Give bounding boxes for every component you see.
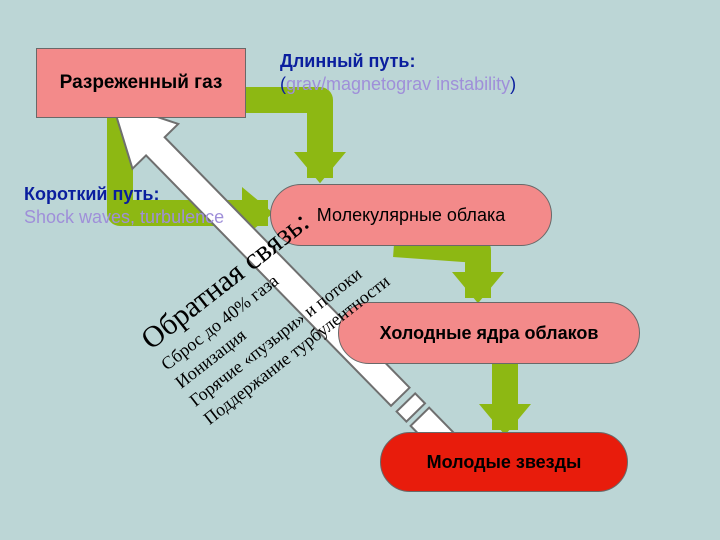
annotation-detail: (grav/magnetograv instability): [280, 73, 516, 96]
diagram-stage: Разреженный газ Молекулярные облака Холо…: [0, 0, 720, 540]
annotation-long-path: Длинный путь: (grav/magnetograv instabil…: [280, 50, 516, 95]
node-label: Молодые звезды: [427, 452, 582, 473]
node-young-stars: Молодые звезды: [380, 432, 628, 492]
annotation-detail: Shock waves, turbulence: [24, 206, 224, 229]
annotation-short-path: Короткий путь: Shock waves, turbulence: [24, 183, 224, 228]
node-label: Разреженный газ: [60, 72, 223, 94]
node-label: Холодные ядра облаков: [380, 323, 599, 344]
annotation-main: grav/magnetograv instability: [286, 74, 510, 94]
annotation-title: Длинный путь:: [280, 50, 516, 73]
node-rarefied-gas: Разреженный газ: [36, 48, 246, 118]
paren-close: ): [510, 74, 516, 94]
node-label: Молекулярные облака: [317, 205, 505, 226]
node-cold-cores: Холодные ядра облаков: [338, 302, 640, 364]
annotation-title: Короткий путь:: [24, 183, 224, 206]
